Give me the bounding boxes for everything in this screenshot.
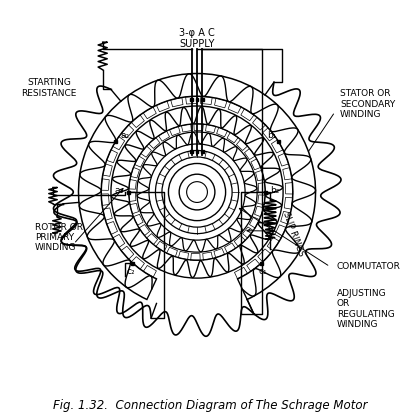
Bar bbox=[260, 262, 262, 265]
Text: STARTING
RESISTANCE: STARTING RESISTANCE bbox=[21, 79, 77, 98]
Bar bbox=[201, 150, 204, 152]
Bar bbox=[114, 140, 117, 143]
Bar bbox=[201, 98, 204, 101]
Text: ROTOR OR
PRIMARY
WINDING: ROTOR OR PRIMARY WINDING bbox=[34, 223, 83, 252]
Bar bbox=[277, 140, 280, 143]
Text: ADJUSTING
OR
REGULATING
WINDING: ADJUSTING OR REGULATING WINDING bbox=[337, 289, 394, 329]
Text: b₁: b₁ bbox=[267, 131, 277, 140]
Text: c₂: c₂ bbox=[127, 267, 136, 276]
Text: COMMUTATOR: COMMUTATOR bbox=[337, 262, 401, 271]
Bar bbox=[131, 262, 134, 265]
Text: Fig. 1.32.  Connection Diagram of The Schrage Motor: Fig. 1.32. Connection Diagram of The Sch… bbox=[53, 399, 367, 412]
Bar bbox=[127, 191, 130, 194]
Text: STATOR OR
SECONDARY
WINDING: STATOR OR SECONDARY WINDING bbox=[340, 89, 395, 119]
Bar bbox=[264, 191, 267, 194]
Bar bbox=[196, 98, 199, 101]
Bar bbox=[190, 150, 193, 152]
Text: b₂: b₂ bbox=[270, 186, 279, 195]
Text: a₁: a₁ bbox=[115, 186, 124, 195]
Bar bbox=[190, 98, 193, 101]
Text: 3-φ A C
SUPPLY: 3-φ A C SUPPLY bbox=[179, 28, 215, 49]
Text: c₁: c₁ bbox=[258, 267, 267, 276]
Text: a₂: a₂ bbox=[121, 131, 130, 140]
Bar bbox=[196, 150, 199, 152]
Text: SLIP RINGS: SLIP RINGS bbox=[281, 211, 306, 258]
